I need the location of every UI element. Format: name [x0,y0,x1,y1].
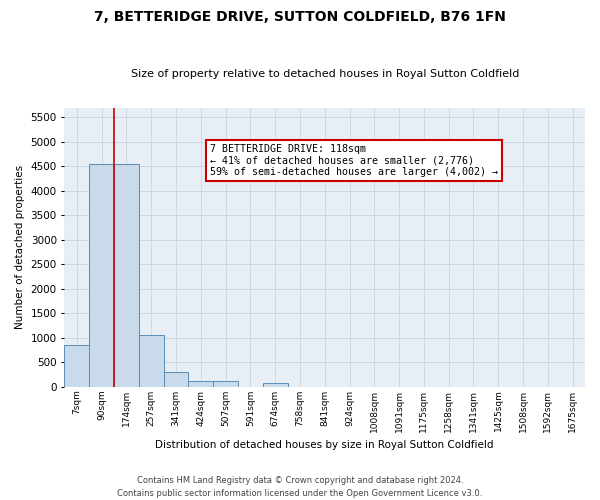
Bar [188,382,213,387]
Bar [263,383,287,387]
Bar [164,372,188,387]
Bar [139,335,164,387]
X-axis label: Distribution of detached houses by size in Royal Sutton Coldfield: Distribution of detached houses by size … [155,440,494,450]
Text: 7, BETTERIDGE DRIVE, SUTTON COLDFIELD, B76 1FN: 7, BETTERIDGE DRIVE, SUTTON COLDFIELD, B… [94,10,506,24]
Bar [213,382,238,387]
Bar [114,164,139,387]
Title: Size of property relative to detached houses in Royal Sutton Coldfield: Size of property relative to detached ho… [131,69,519,79]
Bar [89,164,114,387]
Y-axis label: Number of detached properties: Number of detached properties [15,165,25,329]
Text: Contains HM Land Registry data © Crown copyright and database right 2024.
Contai: Contains HM Land Registry data © Crown c… [118,476,482,498]
Text: 7 BETTERIDGE DRIVE: 118sqm
← 41% of detached houses are smaller (2,776)
59% of s: 7 BETTERIDGE DRIVE: 118sqm ← 41% of deta… [210,144,498,177]
Bar [64,344,89,387]
